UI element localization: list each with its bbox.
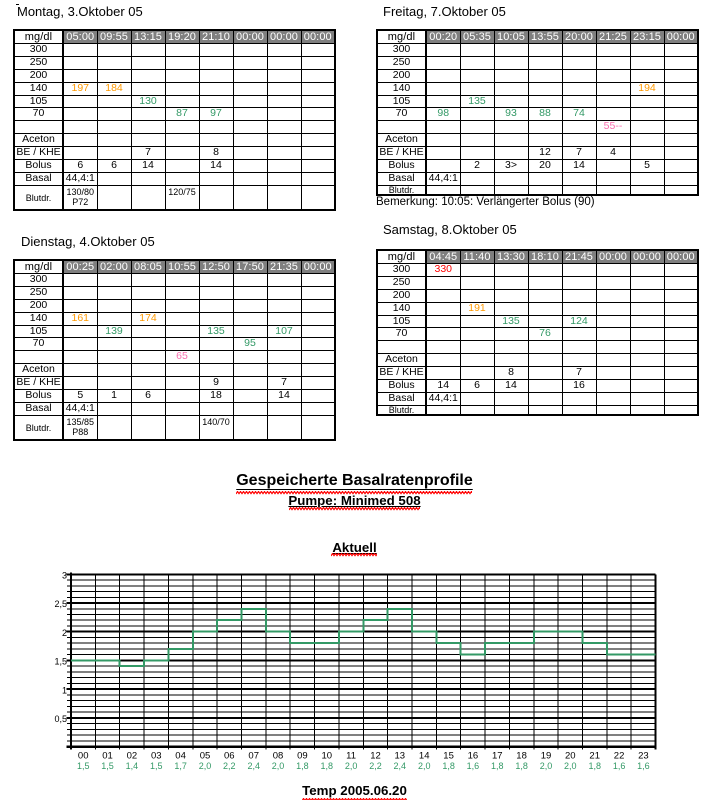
svg-text:1,8: 1,8 (588, 761, 601, 771)
svg-text:1,8: 1,8 (442, 761, 455, 771)
svg-text:2,2: 2,2 (223, 761, 236, 771)
svg-text:1,4: 1,4 (126, 761, 139, 771)
svg-text:20: 20 (565, 750, 576, 761)
svg-text:2,4: 2,4 (394, 761, 407, 771)
svg-text:2,0: 2,0 (199, 761, 212, 771)
svg-text:1,6: 1,6 (637, 761, 650, 771)
svg-text:12: 12 (370, 750, 381, 761)
svg-text:11: 11 (346, 750, 356, 761)
svg-text:1,5: 1,5 (101, 761, 114, 771)
svg-text:0,5: 0,5 (54, 714, 67, 724)
svg-text:2,0: 2,0 (418, 761, 431, 771)
svg-text:01: 01 (102, 750, 113, 761)
svg-text:06: 06 (224, 750, 235, 761)
svg-text:2,0: 2,0 (564, 761, 577, 771)
svg-text:3: 3 (62, 571, 67, 581)
svg-text:1,8: 1,8 (491, 761, 504, 771)
svg-text:1,5: 1,5 (77, 761, 90, 771)
svg-text:23: 23 (638, 750, 649, 761)
svg-text:14: 14 (419, 750, 430, 761)
svg-text:1,7: 1,7 (174, 761, 187, 771)
svg-text:1,8: 1,8 (296, 761, 309, 771)
svg-text:1,5: 1,5 (54, 657, 67, 667)
svg-text:21: 21 (589, 750, 600, 761)
svg-text:17: 17 (492, 750, 503, 761)
svg-text:1,6: 1,6 (467, 761, 480, 771)
svg-text:1,5: 1,5 (150, 761, 163, 771)
svg-text:07: 07 (248, 750, 259, 761)
svg-text:15: 15 (443, 750, 454, 761)
svg-text:2,5: 2,5 (54, 599, 67, 609)
svg-text:05: 05 (200, 750, 211, 761)
svg-text:2,0: 2,0 (272, 761, 285, 771)
svg-text:22: 22 (614, 750, 625, 761)
svg-text:1,6: 1,6 (613, 761, 626, 771)
svg-text:19: 19 (541, 750, 552, 761)
svg-text:2,2: 2,2 (369, 761, 382, 771)
svg-text:00: 00 (78, 750, 89, 761)
svg-text:2,4: 2,4 (247, 761, 260, 771)
svg-text:02: 02 (127, 750, 138, 761)
svg-text:2,0: 2,0 (540, 761, 553, 771)
svg-text:09: 09 (297, 750, 308, 761)
svg-text:18: 18 (516, 750, 527, 761)
svg-text:10: 10 (322, 750, 333, 761)
svg-text:2,0: 2,0 (345, 761, 358, 771)
svg-text:08: 08 (273, 750, 284, 761)
svg-text:03: 03 (151, 750, 162, 761)
svg-text:1,8: 1,8 (515, 761, 528, 771)
svg-text:1,8: 1,8 (321, 761, 334, 771)
svg-text:1: 1 (62, 685, 67, 695)
svg-text:04: 04 (175, 750, 186, 761)
svg-text:2: 2 (62, 628, 67, 638)
svg-text:13: 13 (395, 750, 406, 761)
svg-text:16: 16 (468, 750, 479, 761)
